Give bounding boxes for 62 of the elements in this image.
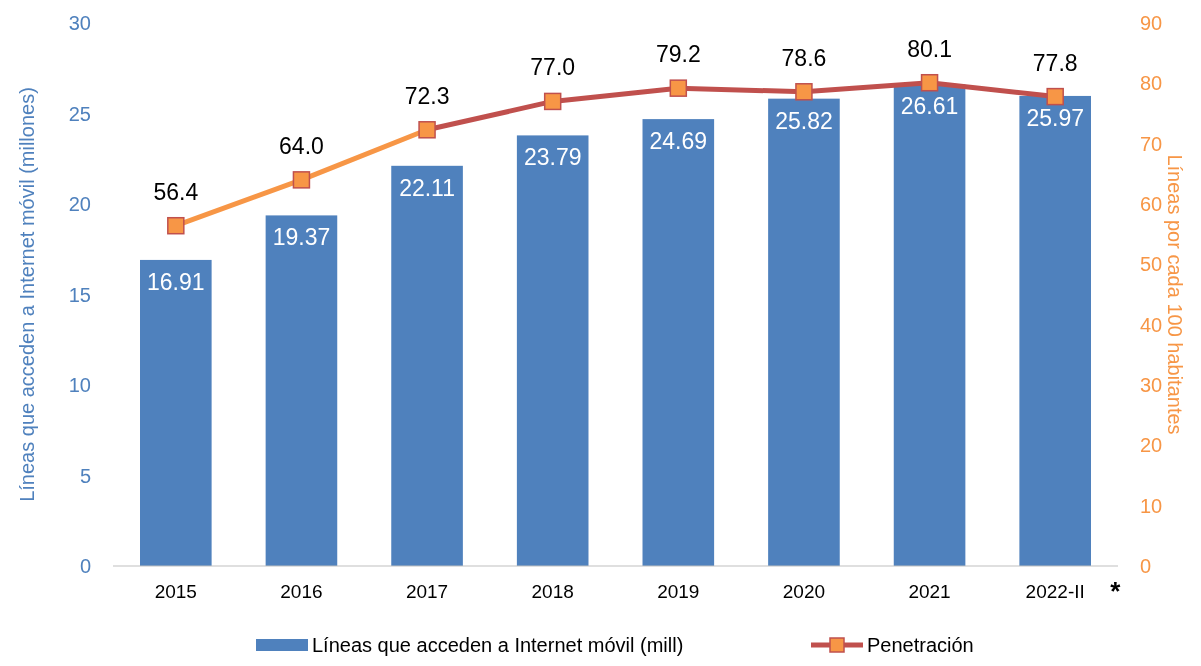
data-label: 79.2 (655, 41, 701, 68)
x-tick-label: 2020 (782, 581, 826, 602)
point (795, 83, 813, 101)
data-label: 77.8 (1032, 49, 1078, 76)
text: * (1110, 576, 1122, 606)
bar (1019, 95, 1091, 566)
y-axis-title: Líneas que acceden a Internet móvil (millones) (16, 87, 38, 502)
y-tick-label: 0 (79, 555, 91, 577)
y2-tick-label: 40 (1140, 313, 1163, 336)
data-label: 19.37 (272, 224, 331, 251)
y-tick-label: 25 (68, 102, 91, 125)
point (543, 92, 562, 111)
bar (642, 119, 715, 566)
y2-tick-label: 20 (1140, 434, 1163, 457)
y-tick-label: 20 (68, 193, 91, 215)
bar (391, 165, 463, 566)
y2-tick-label: 0 (1140, 555, 1152, 577)
bar (140, 259, 212, 566)
point (167, 216, 185, 235)
data-label: 16.91 (147, 268, 205, 295)
y-tick-label: 10 (68, 374, 91, 396)
point (669, 79, 688, 97)
y2-axis-title: Líneas por cada 100 habitantes (1164, 154, 1186, 435)
data-label: 24.69 (649, 128, 708, 155)
data-label: 56.4 (153, 178, 199, 205)
y-tick-label: 5 (79, 464, 91, 487)
y2-tick-label: 50 (1140, 253, 1163, 276)
y2-tick-label: 90 (1140, 12, 1163, 34)
data-label: 64.0 (279, 132, 324, 159)
data-label: 26.61 (900, 93, 959, 120)
data-label: 78.6 (781, 44, 827, 71)
bar (768, 98, 840, 566)
y2-tick-label: 80 (1140, 72, 1163, 95)
data-label: 77.0 (530, 54, 576, 81)
point (1046, 87, 1064, 106)
x-tick-label: 2022-II (1025, 581, 1085, 602)
y2-tick-label: 70 (1140, 132, 1163, 155)
data-label: 80.1 (907, 35, 952, 62)
data-label: 72.3 (404, 82, 450, 109)
legend-label: Penetración (867, 634, 974, 656)
data-label: 25.82 (775, 107, 833, 134)
point (920, 73, 939, 92)
x-tick-label: 2016 (280, 581, 323, 602)
x-tick-label: 2017 (405, 581, 449, 602)
x-tick-label: 2015 (154, 581, 197, 602)
y-tick-label: 30 (68, 12, 91, 34)
y-tick-label: 15 (68, 283, 91, 306)
bar (893, 84, 966, 566)
bar (265, 215, 338, 566)
x-tick-label: 2021 (908, 581, 951, 602)
y2-tick-label: 60 (1140, 193, 1163, 215)
data-label: 25.97 (1026, 104, 1084, 131)
data-label: 22.11 (399, 174, 455, 201)
x-tick-label: 2019 (657, 581, 700, 602)
y2-tick-label: 30 (1140, 374, 1163, 396)
point (418, 121, 436, 139)
legend-label: Líneas que acceden a Internet móvil (mill) (312, 634, 684, 656)
bar (516, 135, 589, 566)
y2-tick-label: 10 (1140, 494, 1163, 517)
point (292, 171, 311, 189)
x-tick-label: 2018 (531, 581, 574, 602)
data-label: 23.79 (523, 144, 582, 171)
